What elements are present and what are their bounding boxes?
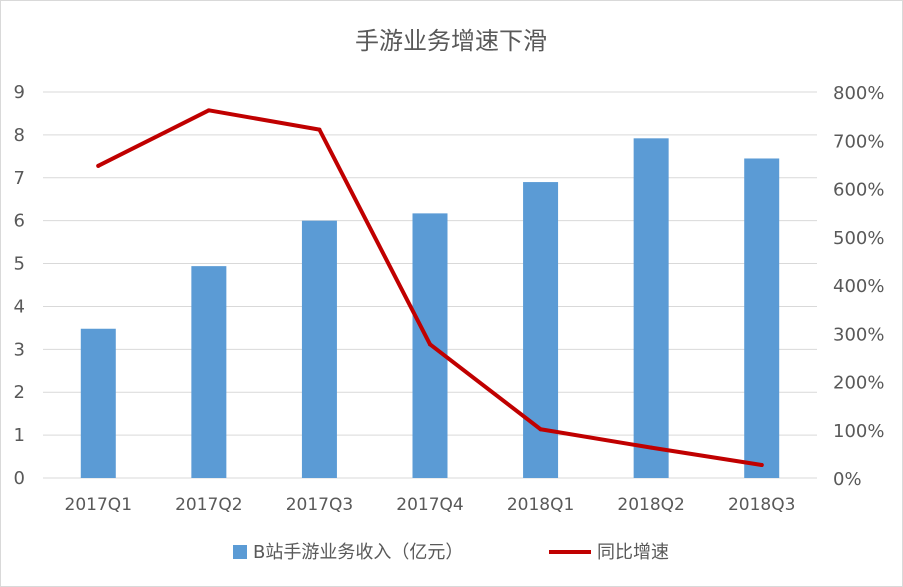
line-point-2018Q1 bbox=[538, 427, 543, 432]
left-axis-tick-label: 7 bbox=[14, 168, 25, 189]
x-axis-tick-label: 2017Q2 bbox=[175, 495, 242, 515]
left-axis-tick-label: 1 bbox=[14, 425, 25, 446]
bar-series bbox=[80, 138, 780, 479]
line-point-2018Q3 bbox=[759, 462, 764, 467]
line-point-2017Q2 bbox=[206, 108, 211, 113]
right-axis-tick-label: 800% bbox=[833, 83, 884, 104]
bar-2018Q1 bbox=[523, 182, 559, 479]
bar-2018Q2 bbox=[633, 138, 669, 478]
right-axis-ticks: 0% 100% 200% 300% 400% 500% 600% 700% 800% bbox=[833, 83, 884, 490]
x-axis-tick-label: 2017Q3 bbox=[286, 495, 353, 515]
x-axis-ticks: 2017Q1 2017Q2 2017Q3 2017Q4 2018Q1 2018Q2 2018… bbox=[65, 495, 796, 515]
legend: B站手游业务收入（亿元） 同比增速 bbox=[233, 542, 669, 563]
right-axis-tick-label: 700% bbox=[833, 131, 884, 152]
chart-title: 手游业务增速下滑 bbox=[355, 27, 547, 55]
line-point-2018Q2 bbox=[649, 445, 654, 450]
x-axis-tick-label: 2017Q1 bbox=[65, 495, 132, 515]
left-axis-tick-label: 9 bbox=[14, 82, 25, 103]
left-axis-ticks: 0 1 2 3 4 5 6 7 8 9 bbox=[14, 82, 25, 489]
right-axis-tick-label: 500% bbox=[833, 228, 884, 249]
left-axis-tick-label: 6 bbox=[14, 211, 25, 232]
bar-2017Q3 bbox=[301, 220, 337, 478]
x-axis-tick-label: 2018Q2 bbox=[617, 495, 684, 515]
bar-2017Q2 bbox=[191, 266, 227, 478]
legend-bar-swatch bbox=[233, 545, 247, 559]
x-axis-tick-label: 2017Q4 bbox=[396, 495, 463, 515]
left-axis-tick-label: 5 bbox=[14, 254, 25, 275]
x-axis-tick-label: 2018Q3 bbox=[728, 495, 795, 515]
left-axis-tick-label: 2 bbox=[14, 382, 25, 403]
right-axis-tick-label: 100% bbox=[833, 421, 884, 442]
right-axis-tick-label: 600% bbox=[833, 180, 884, 201]
right-axis-tick-label: 200% bbox=[833, 373, 884, 394]
legend-bar-label: B站手游业务收入（亿元） bbox=[253, 542, 463, 563]
x-axis-tick-label: 2018Q1 bbox=[507, 495, 574, 515]
line-point-2017Q1 bbox=[96, 163, 101, 168]
right-axis-tick-label: 0% bbox=[833, 469, 862, 490]
bar-2018Q3 bbox=[744, 158, 780, 478]
left-axis-tick-label: 0 bbox=[14, 468, 25, 489]
legend-line-label: 同比增速 bbox=[597, 542, 669, 563]
line-series-layer bbox=[96, 108, 764, 467]
left-axis-tick-label: 3 bbox=[14, 339, 25, 360]
right-axis-tick-label: 400% bbox=[833, 276, 884, 297]
line-point-2017Q3 bbox=[317, 127, 322, 132]
right-axis-tick-label: 300% bbox=[833, 324, 884, 345]
left-axis-tick-label: 4 bbox=[14, 296, 25, 317]
left-axis-tick-label: 8 bbox=[14, 125, 25, 146]
bar-2017Q1 bbox=[80, 328, 116, 478]
line-point-2017Q4 bbox=[428, 342, 432, 347]
